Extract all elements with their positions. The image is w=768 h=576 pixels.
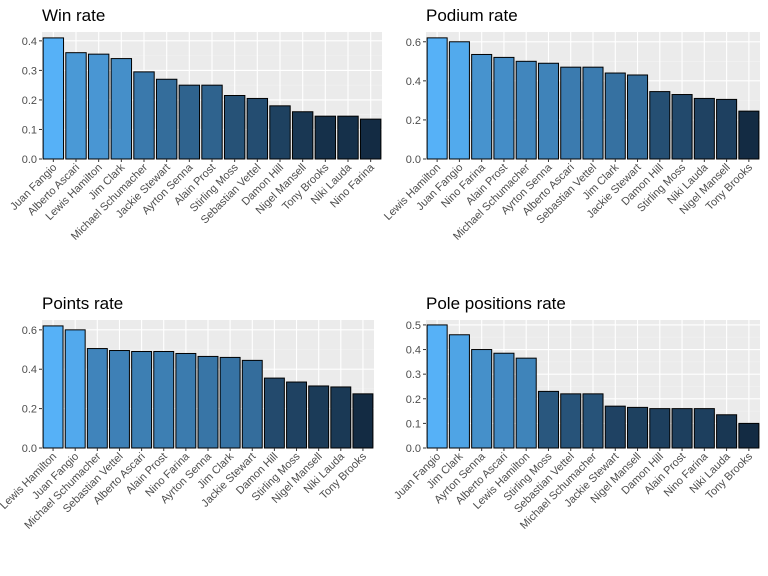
bar <box>560 66 582 160</box>
y-tick-label: 0.3 <box>22 65 37 77</box>
bar <box>286 381 307 449</box>
bar <box>110 58 133 160</box>
bar <box>223 95 246 160</box>
bar <box>131 351 153 449</box>
bar <box>201 84 223 160</box>
bar <box>133 71 155 160</box>
y-tick-label: 0.5 <box>406 320 421 332</box>
bar <box>291 111 314 160</box>
y-tick-label: 0.4 <box>406 76 421 88</box>
bar <box>352 393 374 449</box>
bar <box>515 60 537 160</box>
bar <box>86 348 108 449</box>
y-tick-label: 0.2 <box>22 95 37 107</box>
bar <box>175 352 197 449</box>
y-tick-label: 0.0 <box>406 154 421 166</box>
y-tick-label: 0.2 <box>22 404 37 416</box>
bar <box>604 72 626 160</box>
bar <box>65 52 87 160</box>
bar <box>42 325 64 449</box>
bar <box>87 53 110 160</box>
bar <box>359 118 382 160</box>
bar <box>337 115 359 160</box>
y-tick-label: 0.0 <box>22 443 37 455</box>
panel-title: Win rate <box>42 6 106 25</box>
bar <box>671 408 693 449</box>
y-tick-label: 0.2 <box>406 394 421 406</box>
y-tick-label: 0.4 <box>22 36 37 48</box>
y-tick-label: 0.0 <box>406 443 421 455</box>
y-tick-label: 0.0 <box>22 154 37 166</box>
panel-title: Pole positions rate <box>426 294 566 313</box>
bar <box>649 91 671 160</box>
y-tick-label: 0.1 <box>406 418 421 430</box>
bar <box>42 37 65 160</box>
bar <box>330 386 352 449</box>
bar <box>269 105 291 160</box>
y-tick-label: 0.3 <box>406 369 421 381</box>
bar <box>537 390 559 449</box>
bar <box>178 84 201 160</box>
bar <box>604 405 626 449</box>
bar <box>716 98 738 160</box>
bar <box>314 115 337 160</box>
panel-title: Points rate <box>42 294 124 313</box>
bar <box>493 352 515 449</box>
bar <box>153 351 175 449</box>
bar <box>582 393 604 449</box>
bar <box>426 37 448 160</box>
bar <box>219 356 241 449</box>
y-tick-label: 0.1 <box>22 124 37 136</box>
bar <box>471 53 493 160</box>
bar <box>671 94 693 160</box>
bar <box>738 422 760 449</box>
y-tick-label: 0.4 <box>406 345 421 357</box>
bar <box>246 97 269 160</box>
bar <box>693 408 715 449</box>
y-tick-label: 0.4 <box>22 364 37 376</box>
bar <box>448 41 470 160</box>
bar <box>627 406 649 449</box>
bar <box>241 359 263 449</box>
bar <box>693 97 715 160</box>
bar <box>448 334 470 449</box>
panel-title: Podium rate <box>426 6 518 25</box>
bar <box>471 349 493 449</box>
bar <box>627 74 649 160</box>
bar <box>716 414 738 449</box>
bar <box>649 408 671 449</box>
bar <box>155 78 178 160</box>
y-tick-label: 0.6 <box>406 37 421 49</box>
bar <box>263 377 285 449</box>
y-tick-label: 0.6 <box>22 325 37 337</box>
bar <box>308 385 330 449</box>
bar <box>197 355 219 449</box>
bar <box>537 62 559 160</box>
bar <box>64 329 86 449</box>
bar <box>560 393 582 449</box>
bar <box>426 324 448 449</box>
bar <box>109 350 130 449</box>
bar <box>738 110 760 160</box>
bar <box>515 357 537 449</box>
y-tick-label: 0.2 <box>406 115 421 127</box>
bar <box>493 56 515 160</box>
bar <box>582 66 604 160</box>
